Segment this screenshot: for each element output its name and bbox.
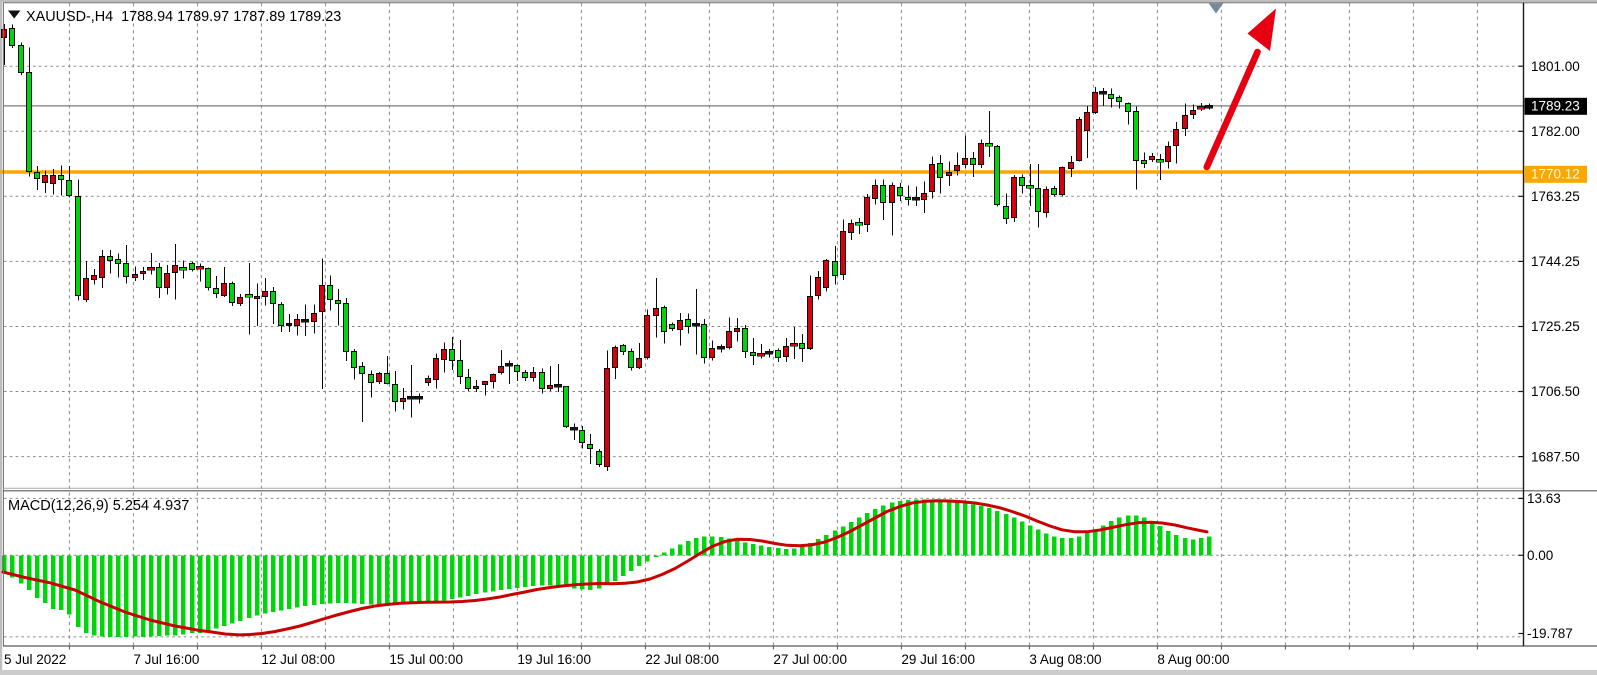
svg-text:MACD(12,26,9) 5.254 4.937: MACD(12,26,9) 5.254 4.937 <box>8 498 189 514</box>
svg-text:3 Aug 08:00: 3 Aug 08:00 <box>1029 652 1101 667</box>
svg-text:XAUUSD-,H4 1788.94 1789.97 17: XAUUSD-,H4 1788.94 1789.97 1787.89 1789.… <box>26 9 341 25</box>
svg-text:-19.787: -19.787 <box>1527 626 1573 641</box>
svg-text:1763.25: 1763.25 <box>1531 189 1580 204</box>
svg-text:0.00: 0.00 <box>1527 548 1553 563</box>
svg-text:7 Jul 16:00: 7 Jul 16:00 <box>133 652 199 667</box>
svg-text:1744.25: 1744.25 <box>1531 254 1580 269</box>
svg-text:15 Jul 00:00: 15 Jul 00:00 <box>389 652 463 667</box>
svg-text:27 Jul 00:00: 27 Jul 00:00 <box>773 652 847 667</box>
svg-text:8 Aug 00:00: 8 Aug 00:00 <box>1157 652 1229 667</box>
svg-text:5 Jul 2022: 5 Jul 2022 <box>4 652 66 667</box>
svg-text:13.63: 13.63 <box>1527 491 1561 506</box>
svg-text:1725.25: 1725.25 <box>1531 319 1580 334</box>
svg-text:1770.12: 1770.12 <box>1531 167 1580 182</box>
svg-text:22 Jul 08:00: 22 Jul 08:00 <box>645 652 719 667</box>
svg-text:12 Jul 08:00: 12 Jul 08:00 <box>261 652 335 667</box>
svg-text:19 Jul 16:00: 19 Jul 16:00 <box>517 652 591 667</box>
svg-text:29 Jul 16:00: 29 Jul 16:00 <box>901 652 975 667</box>
svg-text:1801.00: 1801.00 <box>1531 59 1580 74</box>
svg-text:1706.50: 1706.50 <box>1531 384 1580 399</box>
svg-text:1687.50: 1687.50 <box>1531 449 1580 464</box>
svg-text:1782.00: 1782.00 <box>1531 124 1580 139</box>
svg-text:1789.23: 1789.23 <box>1531 99 1580 114</box>
